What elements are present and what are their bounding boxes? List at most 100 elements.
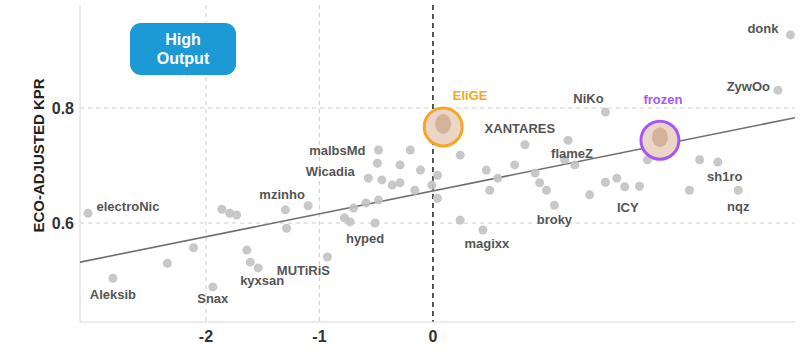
point-label: Wicadia bbox=[306, 164, 356, 179]
scatter-point bbox=[349, 204, 358, 213]
x-tick-label: -2 bbox=[199, 328, 213, 345]
scatter-point bbox=[433, 194, 442, 203]
scatter-point bbox=[520, 140, 529, 149]
point-label: hyped bbox=[346, 231, 384, 246]
avatar-circle bbox=[424, 108, 462, 146]
scatter-point bbox=[531, 168, 540, 177]
x-tick-label: 0 bbox=[429, 328, 438, 345]
scatter-point bbox=[217, 205, 226, 214]
scatter-point bbox=[564, 136, 573, 145]
point-label: Snax bbox=[197, 291, 229, 306]
highlight-point bbox=[424, 108, 462, 146]
scatter-point bbox=[254, 263, 263, 272]
scatter-point bbox=[734, 186, 743, 195]
scatter-point bbox=[371, 219, 380, 228]
chart-svg: -2-100.60.8ECO-ADJUSTED KPRHighOutputEli… bbox=[0, 0, 800, 354]
point-label: sh1ro bbox=[707, 169, 742, 184]
point-label: electroNic bbox=[97, 199, 160, 214]
scatter-point bbox=[304, 201, 313, 210]
point-label: frozen bbox=[643, 92, 682, 107]
point-label: ICY bbox=[617, 200, 639, 215]
highlight-point bbox=[641, 121, 679, 159]
y-axis-line bbox=[80, 5, 81, 322]
scatter-point bbox=[246, 258, 255, 267]
point-label: ZywOo bbox=[727, 79, 770, 94]
point-label: XANTARES bbox=[485, 121, 556, 136]
scatter-point bbox=[570, 160, 579, 169]
point-label: mzinho bbox=[259, 187, 305, 202]
scatter-point bbox=[374, 145, 383, 154]
scatter-point bbox=[362, 198, 371, 207]
chart-container: -2-100.60.8ECO-ADJUSTED KPRHighOutputEli… bbox=[0, 0, 800, 354]
scatter-point bbox=[620, 182, 629, 191]
scatter-point bbox=[396, 160, 405, 169]
scatter-point bbox=[374, 196, 383, 205]
scatter-point bbox=[373, 159, 382, 168]
scatter-point bbox=[208, 282, 217, 291]
scatter-point bbox=[108, 274, 117, 283]
scatter-point bbox=[323, 252, 332, 261]
scatter-point bbox=[406, 145, 415, 154]
x-grid-line bbox=[432, 5, 434, 322]
scatter-point bbox=[695, 155, 704, 164]
scatter-point bbox=[601, 178, 610, 187]
scatter-point bbox=[282, 224, 291, 233]
scatter-point bbox=[456, 151, 465, 160]
badge-line: Output bbox=[157, 50, 210, 67]
scatter-point bbox=[786, 30, 795, 39]
point-label: nqz bbox=[727, 199, 750, 214]
badge-box bbox=[130, 23, 236, 75]
avatar-circle bbox=[641, 121, 679, 159]
scatter-point bbox=[550, 201, 559, 210]
scatter-point bbox=[410, 186, 419, 195]
point-label: MUTiRiS bbox=[277, 263, 331, 278]
scatter-point bbox=[388, 181, 397, 190]
scatter-point bbox=[396, 178, 405, 187]
avatar-face bbox=[652, 127, 668, 147]
y-tick-label: 0.6 bbox=[52, 215, 74, 232]
badge-line: High bbox=[165, 31, 201, 48]
point-label: donk bbox=[747, 21, 779, 36]
point-labels: EliGE frozen donk ZywOo NiKo XANTARES flameZ sh… bbox=[90, 21, 779, 306]
point-label: Aleksib bbox=[90, 287, 136, 302]
scatter-point bbox=[635, 182, 644, 191]
scatter-point bbox=[340, 213, 349, 222]
scatter-point bbox=[773, 86, 782, 95]
scatter-point bbox=[377, 175, 386, 184]
scatter-point bbox=[535, 178, 544, 187]
scatter-point bbox=[189, 243, 198, 252]
point-label: EliGE bbox=[453, 88, 488, 103]
scatter-point bbox=[713, 158, 722, 167]
scatter-point bbox=[163, 259, 172, 268]
scatter-point bbox=[542, 186, 551, 195]
scatter-point bbox=[485, 186, 494, 195]
scatter-point bbox=[364, 174, 373, 183]
scatter-point bbox=[482, 166, 491, 175]
scatter-point bbox=[478, 225, 487, 234]
x-tick-label: -1 bbox=[312, 328, 326, 345]
plot-area bbox=[80, 30, 795, 291]
avatar-face bbox=[435, 114, 451, 134]
annotation-badge: High Output bbox=[130, 23, 236, 75]
point-label: flameZ bbox=[551, 146, 593, 161]
scatter-point bbox=[510, 160, 519, 169]
scatter-point bbox=[427, 181, 436, 190]
point-label: malbsMd bbox=[309, 143, 365, 158]
point-label: kyxsan bbox=[240, 273, 284, 288]
y-grid-line bbox=[80, 223, 795, 224]
scatter-point bbox=[685, 186, 694, 195]
scatter-point bbox=[601, 108, 610, 117]
scatter-point bbox=[612, 174, 621, 183]
x-axis-line bbox=[80, 322, 795, 323]
scatter-point bbox=[83, 209, 92, 218]
scatter-point bbox=[585, 190, 594, 199]
point-label: NiKo bbox=[573, 91, 603, 106]
scatter-point bbox=[493, 174, 502, 183]
scatter-point bbox=[242, 246, 251, 255]
scatter-point bbox=[232, 210, 241, 219]
point-label: broky bbox=[537, 212, 573, 227]
scatter-point bbox=[456, 216, 465, 225]
y-axis-label: ECO-ADJUSTED KPR bbox=[30, 78, 47, 232]
scatter-point bbox=[281, 205, 290, 214]
scatter-point bbox=[433, 171, 442, 180]
